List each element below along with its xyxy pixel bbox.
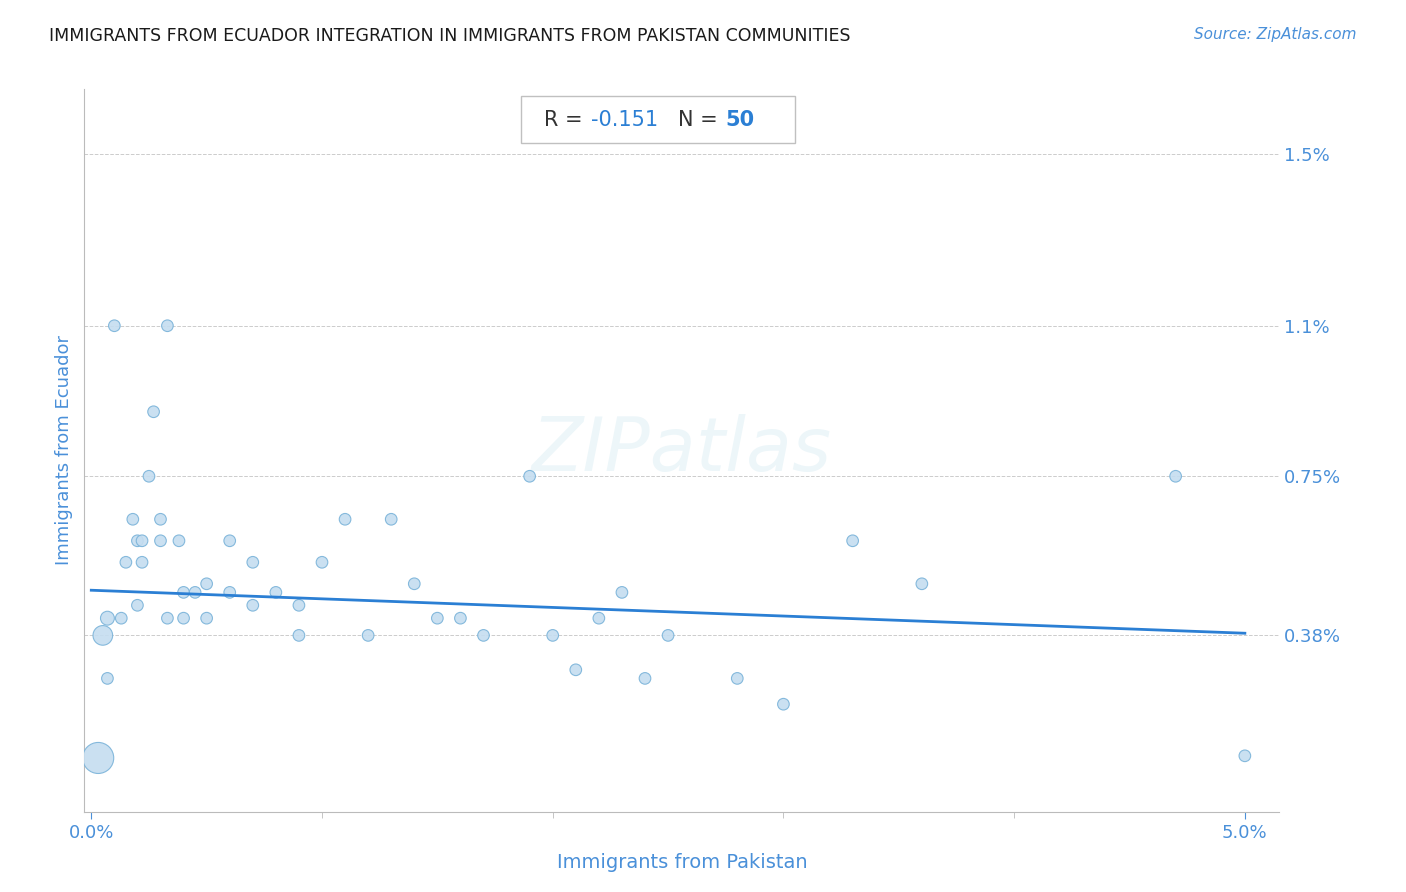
Point (96, 672, 118, 686)
FancyBboxPatch shape (520, 96, 796, 144)
Point (264, 585, 287, 599)
Point (311, 555, 333, 569)
Point (138, 469, 160, 483)
Point (218, 585, 240, 599)
Point (772, 697, 794, 711)
Point (404, 576, 426, 591)
Point (242, 599, 264, 613)
Point (610, 585, 633, 599)
Point (195, 611, 218, 625)
Point (911, 576, 934, 591)
Point (242, 555, 264, 569)
Point (357, 628, 380, 642)
Point (725, 672, 748, 686)
Point (634, 672, 657, 686)
Point (288, 628, 311, 642)
Point (91, 628, 114, 642)
Text: ZIPatlas: ZIPatlas (531, 415, 832, 486)
Point (156, 318, 179, 333)
Point (472, 628, 495, 642)
Point (173, 585, 195, 599)
Text: 50: 50 (725, 110, 754, 129)
Point (1233, 748, 1256, 763)
Y-axis label: Immigrants from Ecuador: Immigrants from Ecuador (55, 335, 73, 566)
Point (142, 405, 165, 419)
Text: N =: N = (678, 110, 724, 129)
Point (103, 318, 125, 333)
Text: Source: ZipAtlas.com: Source: ZipAtlas.com (1194, 27, 1357, 42)
Point (218, 533, 240, 548)
Point (333, 512, 356, 526)
Point (149, 533, 172, 548)
Point (115, 555, 138, 569)
Point (519, 469, 541, 483)
Point (184, 585, 207, 599)
Point (121, 512, 143, 526)
Point (167, 533, 190, 548)
Point (156, 611, 179, 625)
Point (1164, 469, 1187, 483)
Point (288, 599, 311, 613)
Point (127, 533, 149, 548)
Point (588, 611, 610, 625)
Point (110, 611, 132, 625)
Point (657, 628, 679, 642)
Text: IMMIGRANTS FROM ECUADOR INTEGRATION IN IMMIGRANTS FROM PAKISTAN COMMUNITIES: IMMIGRANTS FROM ECUADOR INTEGRATION IN I… (49, 27, 851, 45)
Point (541, 628, 564, 642)
Point (841, 533, 863, 548)
Point (380, 512, 402, 526)
Point (131, 555, 153, 569)
Point (96, 611, 118, 625)
Point (87, 751, 110, 765)
Point (149, 512, 172, 526)
Point (131, 533, 153, 548)
X-axis label: Immigrants from Pakistan: Immigrants from Pakistan (557, 853, 807, 871)
Point (173, 611, 195, 625)
Point (565, 663, 588, 677)
Point (127, 599, 149, 613)
Text: R =: R = (544, 110, 589, 129)
Point (426, 611, 449, 625)
Point (449, 611, 471, 625)
Point (195, 576, 218, 591)
Text: -0.151: -0.151 (591, 110, 658, 129)
